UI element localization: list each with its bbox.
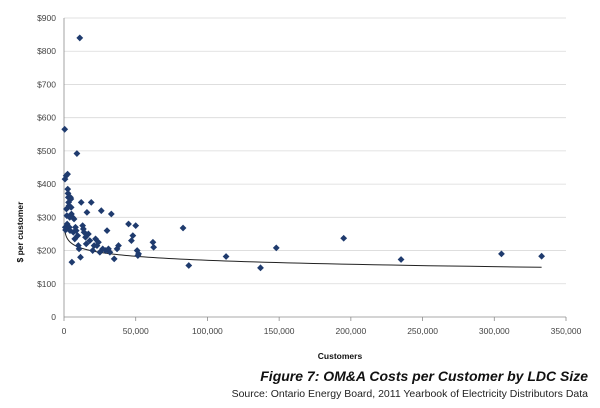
scatter-point-55	[106, 248, 114, 256]
scatter-point-23	[69, 228, 77, 236]
scatter-point-54	[105, 245, 112, 253]
scatter-point-33	[77, 253, 84, 261]
scatter-point-69	[179, 224, 187, 232]
scatter-point-3	[62, 226, 69, 234]
y-tick-label: $600	[37, 113, 56, 123]
y-tick-label: $700	[37, 79, 56, 89]
trendline	[64, 229, 542, 268]
scatter-point-31	[75, 245, 83, 253]
y-tick-label: $800	[37, 46, 56, 56]
scatter-point-0	[61, 125, 69, 133]
scatter-point-5	[63, 205, 70, 213]
scatter-point-66	[135, 250, 142, 258]
scatter-point-72	[257, 264, 264, 272]
scatter-point-24	[70, 215, 78, 223]
scatter-point-71	[222, 253, 230, 260]
scatter-point-46	[92, 235, 99, 243]
scatter-point-27	[72, 227, 80, 235]
scatter-point-56	[107, 210, 115, 218]
scatter-point-48	[95, 238, 102, 246]
x-axis-title: Customers	[318, 351, 363, 361]
trendline-group	[64, 229, 542, 268]
scatter-point-68	[150, 243, 158, 251]
scatter-point-74	[340, 234, 348, 242]
scatter-point-7	[63, 220, 71, 228]
scatter-point-38	[82, 233, 89, 241]
x-tick-label: 200,000	[335, 326, 366, 336]
scatter-point-51	[99, 245, 107, 253]
scatter-point-53	[103, 227, 111, 235]
scatter-point-25	[71, 235, 79, 243]
scatter-point-50	[97, 207, 105, 215]
y-tick-label: $200	[37, 246, 56, 256]
scatter-point-29	[74, 232, 82, 240]
y-axis-title: $ per customer	[15, 201, 25, 263]
scatter-point-40	[83, 208, 91, 216]
scatter-point-19	[67, 203, 75, 211]
grid-lines	[64, 17, 566, 285]
y-tick-label: $300	[37, 212, 56, 222]
scatter-point-59	[115, 242, 122, 249]
scatter-point-28	[73, 150, 81, 157]
axes: 0 $100 $200 $300 $400 $500 $600 $700 $800 $900 0 50…	[37, 13, 582, 336]
scatter-point-30	[74, 242, 82, 249]
scatter-point-57	[110, 255, 118, 263]
scatter-point-39	[82, 240, 90, 248]
scatter-point-60	[125, 220, 132, 228]
scatter-point-1	[61, 175, 69, 183]
x-tick-label: 300,000	[479, 326, 510, 336]
scatter-point-70	[185, 262, 193, 269]
scatter-point-67	[149, 238, 157, 246]
x-tick-label: 100,000	[192, 326, 223, 336]
x-tick-label: 350,000	[551, 326, 582, 336]
scatter-point-49	[96, 248, 104, 256]
scatter-point-32	[76, 34, 84, 42]
scatter-point-12	[65, 198, 72, 206]
scatter-point-61	[128, 237, 135, 244]
scatter-point-10	[64, 190, 72, 197]
scatter-point-62	[129, 232, 137, 240]
scatter-point-44	[89, 247, 97, 254]
scatter-point-41	[84, 230, 92, 238]
scatter-point-43	[87, 198, 95, 206]
scatter-point-20	[68, 210, 75, 218]
y-tick-label: $500	[37, 146, 56, 156]
scatter-point-75	[397, 256, 405, 263]
y-tick-label: $400	[37, 179, 56, 189]
scatter-point-77	[538, 252, 546, 260]
x-tick-label: 0	[62, 326, 67, 336]
y-tick-label: $900	[37, 13, 56, 23]
x-tick-label: 250,000	[407, 326, 438, 336]
scatter-point-13	[65, 202, 73, 210]
scatter-point-14	[65, 223, 73, 231]
y-tick-label: $100	[37, 279, 56, 289]
scatter-point-9	[64, 185, 72, 193]
scatter-point-76	[498, 250, 505, 258]
source-note: Source: Ontario Energy Board, 2011 Yearb…	[231, 388, 588, 400]
scatter-point-8	[64, 170, 71, 178]
scatter-point-73	[272, 244, 280, 252]
scatter-point-6	[63, 212, 71, 220]
scatter-point-18	[67, 195, 75, 203]
scatter-point-42	[86, 237, 94, 244]
scatter-point-36	[79, 225, 87, 233]
x-tick-label: 50,000	[123, 326, 149, 336]
x-tick-label: 150,000	[264, 326, 295, 336]
y-tick-label: 0	[51, 312, 56, 322]
figure-caption: Figure 7: OM&A Costs per Customer by LDC…	[260, 368, 588, 384]
scatter-point-21	[68, 258, 76, 266]
scatter-point-35	[79, 222, 87, 230]
data-points	[61, 34, 546, 272]
scatter-point-63	[132, 222, 140, 230]
scatter-point-34	[77, 198, 85, 206]
